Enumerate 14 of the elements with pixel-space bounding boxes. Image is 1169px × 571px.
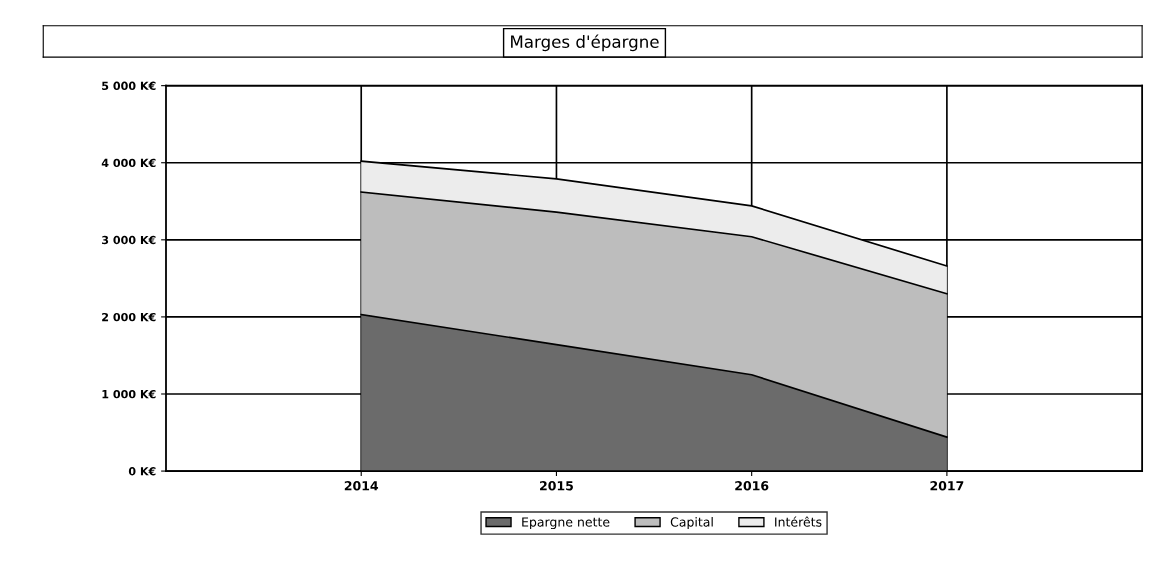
x-tick-label: 2016 (735, 481, 769, 491)
chart-title: Marges d'épargne (511, 34, 659, 52)
legend-label: Capital (670, 517, 713, 530)
legend-label: Intérêts (775, 516, 822, 527)
x-tick-label: 2015 (540, 481, 573, 491)
y-tick-label: 4 000 K€ (101, 158, 156, 168)
y-tick-label: 1 000 K€ (102, 389, 156, 399)
y-tick-label: 0 K€ (128, 467, 156, 476)
y-tick-label: 2 000 K€ (102, 312, 156, 322)
y-tick-label: 5 000 K€ (102, 81, 156, 91)
legend-label: Epargne nette (522, 517, 610, 530)
x-tick-label: 2017 (930, 481, 964, 491)
x-tick-label: 2014 (344, 481, 379, 491)
y-tick-label: 3 000 K€ (102, 235, 156, 245)
